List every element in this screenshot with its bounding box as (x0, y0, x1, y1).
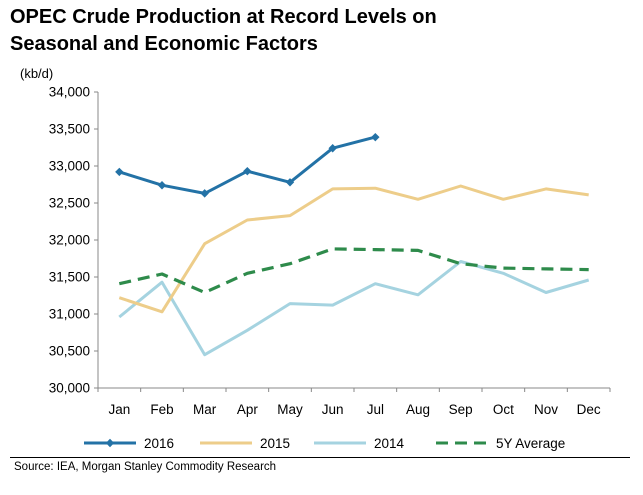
chart-title: OPEC Crude Production at Record Levels o… (10, 4, 630, 58)
data-point-2016 (157, 181, 167, 190)
legend-label-2016: 2016 (144, 436, 174, 451)
legend-label-5y-average: 5Y Average (496, 436, 565, 451)
legend-label-2015: 2015 (260, 436, 290, 451)
y-tick-label: 31,000 (49, 307, 90, 322)
y-tick-label: 32,000 (49, 233, 90, 248)
data-point-2016 (115, 167, 124, 177)
series-line-2015 (118, 184, 589, 314)
source-divider (10, 457, 630, 458)
y-axis-unit-label: (kb/d) (20, 66, 54, 81)
data-point-2016 (328, 144, 337, 153)
chart-title-line-1: OPEC Crude Production at Record Levels o… (10, 6, 437, 28)
data-point-2016 (371, 132, 380, 142)
chart-title-line-2: Seasonal and Economic Factors (10, 33, 318, 55)
y-tick-label: 34,000 (49, 85, 90, 100)
series-line-5y-average (118, 247, 589, 295)
x-tick-label: Apr (237, 402, 259, 417)
x-tick-label: Aug (406, 402, 430, 417)
x-tick-label: Nov (534, 402, 558, 417)
legend-marker (105, 438, 115, 448)
y-tick-label: 30,000 (49, 381, 90, 396)
source-note: Source: IEA, Morgan Stanley Commodity Re… (14, 461, 277, 473)
series-line-2014 (118, 260, 590, 357)
y-tick-label: 32,500 (49, 196, 90, 211)
y-tick-label: 33,000 (49, 159, 90, 174)
y-tick-label: 31,500 (49, 270, 90, 285)
x-tick-label: Feb (150, 402, 173, 417)
x-tick-label: Oct (493, 402, 514, 417)
x-tick-label: May (277, 402, 303, 417)
y-tick-label: 30,500 (49, 344, 90, 359)
data-point-2016 (200, 189, 209, 198)
legend-label-2014: 2014 (374, 436, 405, 451)
x-tick-label: Mar (193, 402, 217, 417)
x-tick-label: Jul (367, 402, 384, 417)
series-line-2016 (118, 135, 376, 195)
x-tick-label: Sep (449, 402, 473, 417)
x-tick-label: Dec (577, 402, 601, 417)
x-tick-label: Jun (322, 402, 344, 417)
data-point-2016 (285, 178, 295, 187)
x-tick-label: Jan (108, 402, 130, 417)
data-point-2016 (243, 166, 252, 176)
y-tick-label: 33,500 (49, 122, 90, 137)
